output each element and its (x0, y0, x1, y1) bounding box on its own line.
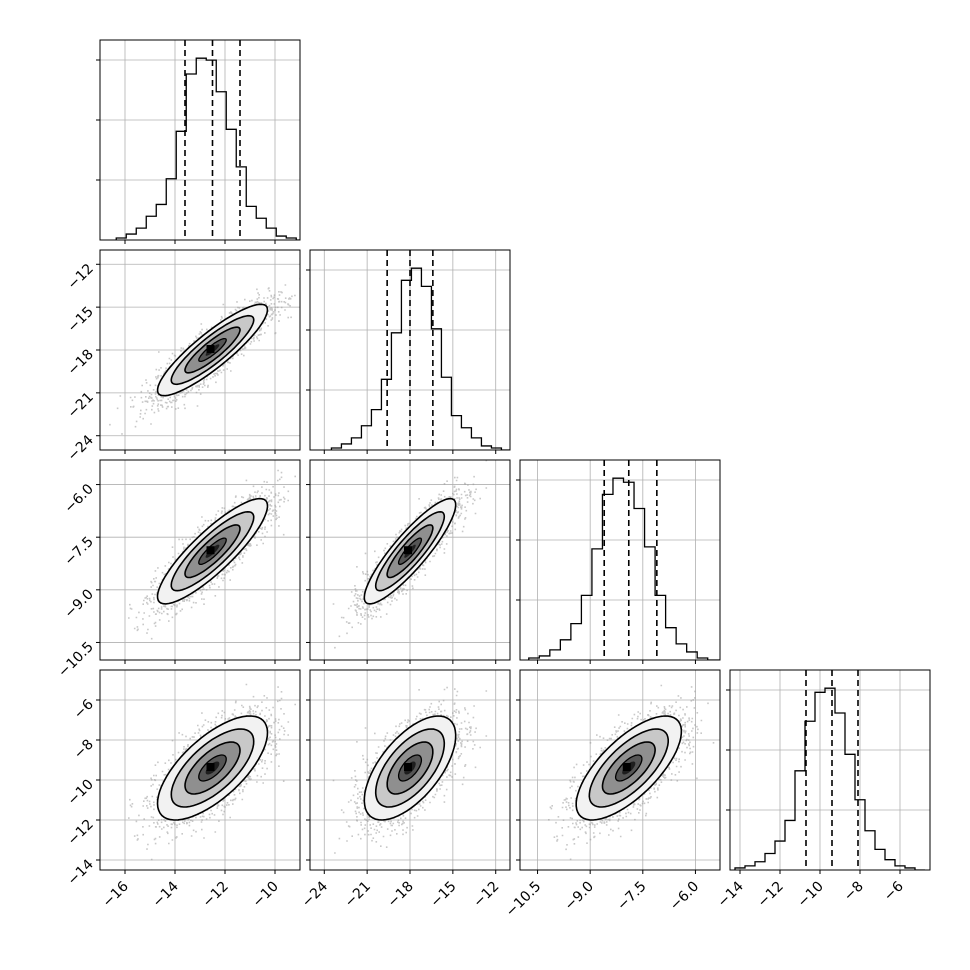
scatter-content (310, 670, 510, 870)
scatter-panel-3-4: −10.5 −9.0 −7.5 −6.0 (503, 669, 721, 921)
hist-2-steps (330, 267, 510, 450)
xtick-label-param4-0: −14 (715, 878, 747, 910)
xtick-label-param2-3: −15 (427, 879, 459, 911)
contour-line-inner (198, 537, 227, 566)
scatter-panel-1-2: −24 −21 −18 −15 −12 (65, 249, 301, 464)
contour-line-2 (170, 728, 255, 808)
contour-line-3 (156, 303, 269, 397)
xtick-label-param4-3: −8 (841, 879, 867, 905)
scatter-panel-1-3: −10.5 −9.0 −7.5 −6.0 (55, 459, 301, 681)
xtick-label-param1-2: −12 (200, 879, 232, 911)
ytick-label-param2-3: −15 (65, 304, 97, 336)
density-peak (206, 546, 215, 555)
hist-panel-4: −14 −12 −10 −8 −6 (715, 669, 931, 911)
contour-line-3 (156, 715, 269, 821)
density-peak (206, 763, 215, 771)
hist-3-steps (528, 477, 720, 660)
hist-3-frame (519, 459, 721, 661)
xtick-label-param1-3: −10 (250, 879, 282, 911)
contour-line-2 (170, 314, 255, 386)
contour-line-3 (363, 497, 457, 605)
ytick-label-param2-4: −12 (65, 261, 97, 293)
hist-panel-3 (516, 459, 721, 664)
xtick-label-param4-4: −6 (881, 878, 907, 904)
ytick-label-param4-2: −10 (65, 777, 97, 809)
ytick-label-param4-4: −6 (71, 696, 97, 722)
hist-1-steps (115, 57, 300, 240)
xtick-label-param4-1: −12 (755, 879, 787, 911)
scatter-panel-2-3 (306, 459, 511, 664)
ytick-label-param4-3: −8 (71, 737, 97, 763)
contour-line-2 (588, 728, 669, 808)
xtick-label-param3-1: −9.0 (562, 879, 597, 914)
xtick-label-param2-4: −12 (470, 879, 502, 911)
contour-line-1 (601, 741, 656, 795)
density-peak (206, 345, 215, 353)
ytick-label-param3-1: −9.0 (61, 586, 96, 621)
contour-line-inner (614, 754, 643, 782)
density-peak (404, 546, 412, 555)
contour-line-1 (184, 524, 241, 579)
hist-panel-2 (306, 249, 511, 454)
panel-frame (99, 669, 301, 871)
contour-line-inner (397, 537, 423, 566)
xtick-label-param1-1: −14 (150, 878, 182, 910)
xtick-label-param2-0: −24 (299, 878, 331, 910)
contour-line-1 (386, 741, 434, 795)
xtick-label-param4-2: −10 (795, 879, 827, 911)
scatter-panel-2-4: −24 −21 −18 −15 −12 (299, 669, 511, 911)
ytick-label-param3-2: −7.5 (61, 534, 96, 569)
scatter-content (100, 460, 300, 660)
scatter-content (100, 250, 300, 450)
hist-4-steps (734, 687, 925, 870)
xtick-label-param1-0: −16 (100, 878, 132, 910)
xtick-label-param3-0: −10.5 (503, 879, 545, 921)
hist-panel-1 (96, 39, 301, 244)
xtick-label-param2-1: −21 (342, 879, 374, 911)
ytick-label-param3-0: −10.5 (55, 639, 97, 681)
scatter-content (310, 460, 510, 660)
contour-line-inner (397, 754, 423, 782)
scatter-panel-1-4: −16 −14 −12 −10−14−12−10−8−6 (65, 669, 301, 911)
ytick-label-param4-1: −12 (65, 817, 97, 849)
ytick-label-param2-0: −24 (65, 432, 97, 464)
density-peak (622, 763, 631, 771)
contour-line-3 (575, 715, 683, 821)
scatter-content (100, 670, 300, 870)
contour-line-inner (198, 754, 227, 782)
contour-line-3 (363, 715, 457, 821)
xtick-label-param2-2: −18 (385, 879, 417, 911)
ytick-label-param2-1: −21 (65, 389, 97, 421)
contour-line-1 (184, 326, 241, 374)
density-peak (404, 763, 412, 771)
ytick-label-param4-0: −14 (65, 856, 97, 888)
panel-frame (519, 669, 721, 871)
panel-frame (99, 459, 301, 661)
ytick-label-param3-3: −6.0 (61, 481, 96, 516)
contour-line-1 (184, 741, 241, 795)
scatter-content (520, 670, 720, 870)
hist-4-frame (729, 669, 931, 871)
ytick-label-param2-2: −18 (65, 347, 97, 379)
scatter-points (332, 686, 488, 854)
hist-1-frame (99, 39, 301, 241)
contour-line-2 (170, 510, 255, 592)
contour-line-inner (198, 337, 227, 363)
contour-line-1 (386, 524, 434, 579)
contour-line-2 (374, 728, 446, 808)
xtick-label-param3-2: −7.5 (614, 879, 649, 914)
contour-line-2 (374, 510, 446, 592)
xtick-label-param3-3: −6.0 (667, 879, 702, 914)
contour-line-3 (156, 497, 269, 605)
